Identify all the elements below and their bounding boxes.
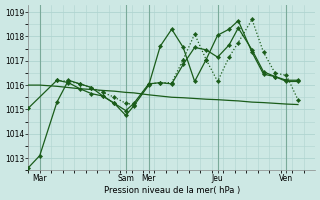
X-axis label: Pression niveau de la mer( hPa ): Pression niveau de la mer( hPa ) <box>104 186 240 195</box>
